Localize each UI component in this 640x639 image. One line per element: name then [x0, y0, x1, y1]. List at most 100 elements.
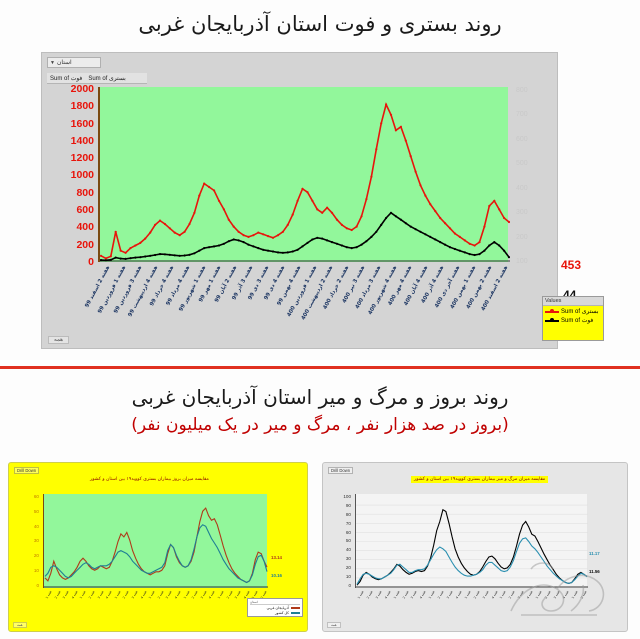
y2-tick: 100: [516, 257, 528, 265]
bl-legend-item-province[interactable]: آذربایجان غربی: [250, 606, 300, 610]
bl-x-axis-labels: هفته 1 هفته 2 هفته 3 هفته 4 هفته 1 هفته 2 هفته…: [43, 590, 273, 628]
bl-legend-label: کل کشور: [275, 611, 289, 615]
y-tick: 2000: [70, 83, 94, 95]
province-filter-dropdown[interactable]: استان ▼: [47, 57, 101, 68]
bl-x-tick-label: هفته 1: [216, 590, 225, 600]
bl-x-tick-label: هفته 1: [44, 590, 53, 600]
y-tick: 200: [76, 238, 94, 251]
bl-x-tick-label: هفته 4: [104, 590, 113, 600]
br-x-tick-label: هفته 2: [579, 590, 587, 600]
br-x-tick-label: هفته 4: [490, 590, 498, 600]
br-x-tick-label: هفته 4: [419, 590, 427, 600]
br-y-tick: 90: [345, 502, 351, 508]
y-axis-right: 800 700 600 500 400 300 200 100: [512, 87, 552, 265]
y2-tick: 200: [516, 233, 528, 241]
bl-y-tick: 40: [33, 523, 39, 529]
page-subtitle-mid: (بروز در صد هزار نفر ، مرگ و میر در یک م…: [131, 415, 509, 435]
bl-x-tick-label: هفته 4: [208, 590, 216, 600]
legend-item-admissions[interactable]: Sum of بستری: [543, 306, 603, 315]
bl-x-tick-label: هفته 1: [147, 590, 156, 600]
br-end-value-province: 11.56: [589, 569, 600, 574]
bl-x-tick-label: هفته 2: [156, 590, 165, 600]
legend-label: Sum of بستری: [561, 309, 599, 315]
bl-x-tick-label: هفته 3: [233, 590, 242, 600]
main-plot-wrapper: [98, 87, 510, 262]
br-x-tick-label: هفته 3: [445, 590, 454, 600]
br-y-tick: 20: [345, 565, 351, 571]
br-x-tick-label: هفته 3: [516, 590, 525, 600]
bl-y-axis: 60 50 40 30 20 10 0: [23, 494, 39, 588]
bl-x-tick-label: هفته 2: [190, 590, 199, 600]
legend-swatch-red-icon: [545, 309, 559, 313]
y-tick: 0: [88, 255, 94, 268]
br-y-axis: 100 90 80 70 60 50 40 30 20 10 0: [335, 494, 351, 588]
bl-y-tick: 0: [36, 582, 39, 588]
br-end-value-country: 11.17: [589, 551, 600, 556]
main-plot-area: [98, 87, 510, 262]
br-x-tick-label: هفته 2: [401, 590, 409, 600]
bl-drilldown-dropdown[interactable]: Drill Down: [14, 467, 40, 474]
br-y-tick: 10: [345, 574, 351, 580]
br-x-axis-labels: هفته 1 هفته 2 هفته 3 هفته 4 هفته 1 هفته 2 هفته…: [355, 590, 591, 628]
main-chart-svg: [100, 102, 510, 262]
main-dashboard-panel: استان ▼ Sum of فوت Sum of بستری 2000 180…: [41, 52, 604, 349]
bl-legend-swatch-province-icon: [291, 607, 300, 609]
br-y-tick: 0: [348, 582, 351, 588]
br-y-tick: 50: [345, 538, 351, 544]
br-x-tick-label: هفته 1: [499, 590, 507, 600]
incidence-chart-panel: Drill Down مقایسه میزان بروز بیماران بست…: [8, 462, 308, 632]
end-value-admissions: 453: [561, 258, 582, 272]
y2-tick: 600: [516, 135, 528, 143]
main-status-chip[interactable]: همه: [48, 336, 70, 344]
bl-legend-swatch-country-icon: [291, 612, 300, 614]
bl-y-tick: 10: [33, 568, 39, 574]
br-x-tick-label: هفته 4: [525, 590, 534, 600]
br-x-tick-label: هفته 1: [392, 590, 401, 600]
br-x-tick-label: هفته 3: [552, 590, 561, 600]
bl-chart-title: مقایسه میزان بروز بیماران بستری کووید۱۹ …: [87, 476, 212, 483]
br-drilldown-dropdown[interactable]: Drill Down: [328, 467, 354, 474]
bl-chart-svg: [44, 507, 268, 588]
br-x-tick-label: هفته 1: [534, 590, 543, 600]
main-legend: Values Sum of بستری Sum of فوت: [542, 296, 604, 341]
y-tick: 1400: [70, 134, 94, 147]
bl-y-tick: 50: [33, 508, 39, 514]
column-header-deaths: Sum of فوت: [50, 75, 83, 82]
br-y-tick: 40: [345, 547, 351, 553]
bl-y-tick: 60: [33, 494, 39, 499]
y-tick: 1000: [70, 169, 94, 182]
legend-title: Values: [543, 297, 603, 306]
y2-tick: 300: [516, 209, 528, 217]
bl-x-tick-label: هفته 3: [165, 590, 173, 600]
bl-x-tick-label: هفته 3: [96, 590, 105, 600]
br-status-chip[interactable]: همه: [327, 622, 341, 628]
province-filter-label: استان: [56, 60, 72, 66]
bl-legend-title: استان: [250, 600, 300, 605]
y2-tick: 500: [516, 160, 528, 168]
y2-tick: 800: [516, 87, 528, 94]
br-x-tick-label: هفته 4: [383, 590, 392, 600]
br-x-tick-label: هفته 3: [374, 590, 383, 600]
bl-legend-item-country[interactable]: کل کشور: [250, 611, 300, 615]
y-axis-left: 2000 1800 1600 1400 1200 1000 800 600 40…: [44, 83, 96, 268]
bl-x-tick-label: هفته 2: [225, 590, 234, 600]
bl-x-tick-label: هفته 3: [61, 590, 70, 600]
y2-tick: 400: [516, 184, 528, 192]
mortality-chart-panel: Drill Down مقایسه میزان مرگ و میر بیمارا…: [322, 462, 628, 632]
y-tick: 1200: [70, 152, 94, 165]
x-tick-label: هفته 4 اردیبهشت 99: [127, 265, 160, 318]
legend-swatch-black-icon: [545, 318, 559, 322]
br-x-tick-label: هفته 2: [472, 590, 481, 600]
bl-end-value-country: 10.16: [271, 573, 282, 578]
y-tick: 1800: [70, 100, 94, 113]
bl-status-chip[interactable]: همه: [13, 622, 27, 628]
br-x-tick-label: هفته 2: [436, 590, 445, 600]
page-title-mid: روند بروز و مرگ و میر استان آذربایجان غر…: [131, 385, 509, 409]
bl-plot-area: [43, 494, 268, 588]
br-y-tick: 60: [345, 529, 351, 535]
bl-x-tick-label: هفته 1: [113, 590, 122, 600]
bl-y-tick: 30: [33, 538, 39, 544]
bl-x-tick-label: هفته 2: [53, 590, 62, 600]
legend-item-deaths[interactable]: Sum of فوت: [543, 315, 603, 324]
br-chart-title: مقایسه میزان مرگ و میر بیماران بستری کوو…: [411, 476, 549, 483]
